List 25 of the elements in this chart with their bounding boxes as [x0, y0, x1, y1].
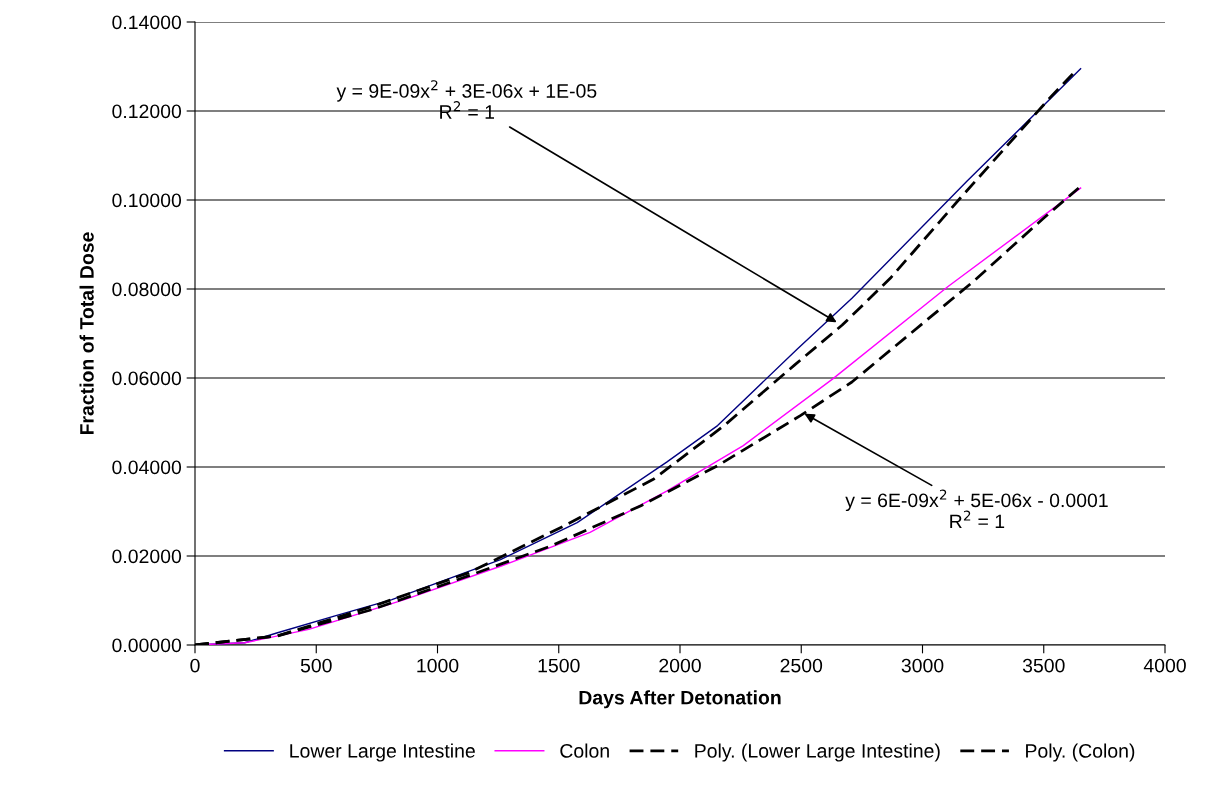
y-tick-label: 0.00000	[112, 638, 182, 653]
x-tick-label: 2000	[659, 658, 701, 673]
legend-label: Poly. (Lower Large Intestine)	[695, 743, 940, 762]
x-tick-label: 500	[300, 658, 332, 673]
x-tick-label: 2500	[780, 658, 823, 673]
legend-label: Lower Large Intestine	[290, 743, 475, 762]
annotation: y = 6E-09x$^{2}$ + 5E-06x - 0.0001 R$^{2}$ = 1	[845, 489, 1108, 529]
y-axis-title: Fraction of Total Dose	[79, 232, 94, 435]
x-tick-label: 3000	[901, 658, 944, 673]
x-tick-label: 0	[190, 658, 200, 673]
y-tick-label: 0.06000	[112, 371, 182, 386]
y-tick-label: 0.02000	[112, 549, 182, 564]
annotation: y = 9E-09x$^{2}$ + 3E-06x + 1E-05 R$^{2}$ = 1	[336, 80, 597, 119]
x-tick-label: 3500	[1022, 658, 1065, 673]
y-tick-label: 0.08000	[112, 282, 182, 297]
y-tick-label: 0.10000	[112, 193, 182, 208]
x-tick-label: 1000	[417, 658, 459, 673]
legend-label: Colon	[560, 743, 609, 758]
y-tick-label: 0.04000	[112, 460, 182, 475]
legend-label: Poly. (Colon)	[1026, 743, 1135, 762]
x-tick-label: 1500	[538, 658, 580, 673]
y-tick-label: 0.14000	[112, 15, 182, 30]
x-axis-title: Days After Detonation	[579, 690, 781, 709]
y-tick-label: 0.12000	[112, 104, 182, 119]
x-tick-label: 4000	[1143, 658, 1186, 673]
